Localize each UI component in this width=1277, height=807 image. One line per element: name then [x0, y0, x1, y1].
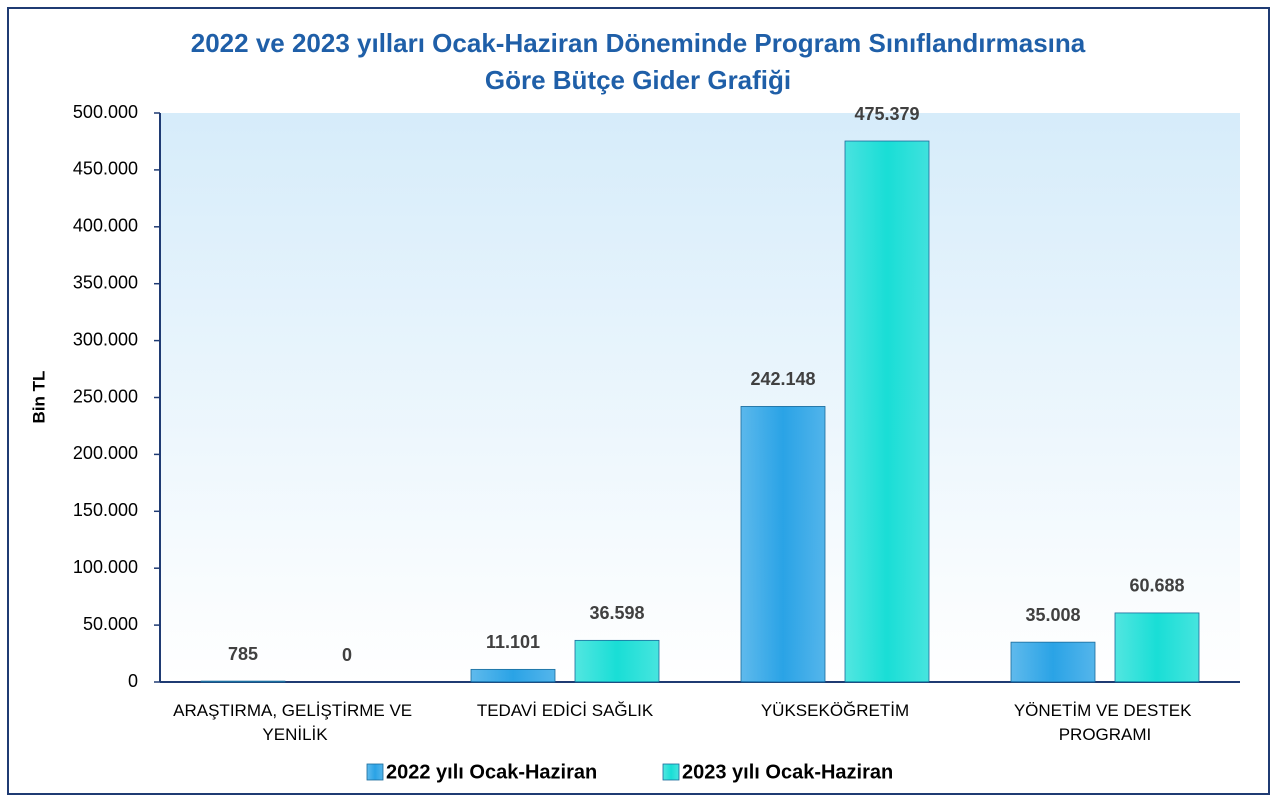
data-label: 475.379 — [854, 104, 919, 124]
y-tick-label: 50.000 — [83, 614, 138, 634]
x-tick-label: TEDAVİ EDİCİ SAĞLIK — [477, 701, 654, 720]
y-tick-label: 400.000 — [73, 216, 138, 236]
y-tick-label: 200.000 — [73, 443, 138, 463]
bar — [574, 639, 660, 683]
x-tick-label: YÖNETİM VE DESTEK PROGRAMI — [1014, 701, 1196, 744]
y-axis-label: Bin TL — [29, 371, 48, 424]
bar — [1010, 641, 1096, 683]
y-tick-label: 100.000 — [73, 557, 138, 577]
chart-title: Göre Bütçe Gider Grafiği — [485, 65, 791, 95]
plot-area — [160, 113, 1240, 682]
y-tick-label: 0 — [128, 671, 138, 691]
data-label: 11.101 — [486, 632, 540, 652]
bar — [740, 406, 826, 683]
x-tick-label: YÜKSEKÖĞRETİM — [761, 701, 909, 720]
data-label: 60.688 — [1129, 576, 1184, 596]
y-tick-label: 450.000 — [73, 159, 138, 179]
legend-swatch — [662, 763, 680, 781]
legend-swatch — [366, 763, 384, 781]
y-tick-label: 250.000 — [73, 386, 138, 406]
y-tick-label: 150.000 — [73, 500, 138, 520]
legend-label: 2023 yılı Ocak-Haziran — [682, 761, 893, 783]
y-tick-label: 500.000 — [73, 102, 138, 122]
data-label: 35.008 — [1025, 605, 1080, 625]
data-label: 0 — [342, 645, 352, 665]
data-label: 785 — [228, 644, 258, 664]
data-label: 36.598 — [589, 603, 644, 623]
bar — [844, 140, 930, 683]
y-tick-label: 300.000 — [73, 329, 138, 349]
bar — [200, 680, 286, 683]
y-tick-label: 350.000 — [73, 272, 138, 292]
chart-title: 2022 ve 2023 yılları Ocak-Haziran Dönemi… — [191, 28, 1086, 58]
legend-label: 2022 yılı Ocak-Haziran — [386, 761, 597, 783]
data-label: 242.148 — [750, 369, 815, 389]
bar — [470, 668, 556, 683]
bar — [1114, 612, 1200, 683]
x-tick-label: ARAŞTIRMA, GELİŞTİRME VE YENİLİK — [173, 701, 417, 744]
